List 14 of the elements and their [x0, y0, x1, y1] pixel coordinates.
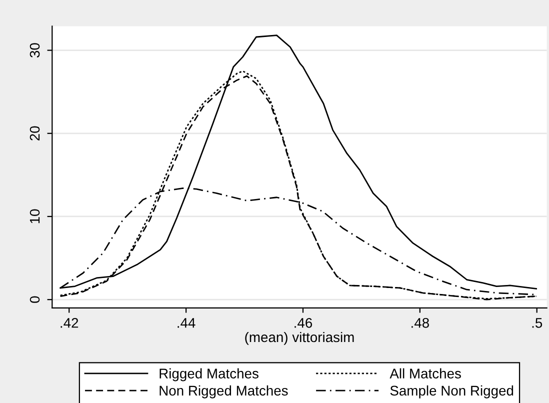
legend-label: All Matches [390, 368, 461, 378]
y-tick-label: 30 [30, 43, 40, 58]
x-tick-label: .42 [60, 318, 78, 328]
y-tick-label: 10 [30, 209, 40, 224]
y-tick-label: 0 [30, 296, 40, 303]
legend-label: Non Rigged Matches [160, 385, 288, 398]
x-tick-label: .48 [412, 318, 429, 328]
legend-label: Sample Non Rigged [390, 385, 514, 398]
x-tick-label: .5 [532, 318, 542, 328]
legend-label: Rigged Matches [160, 368, 258, 382]
x-tick-label: .44 [178, 318, 196, 328]
x-tick-label: .46 [294, 318, 312, 328]
x-axis-title: (mean) vittoriasim [245, 332, 354, 345]
y-tick-label: 20 [30, 126, 40, 140]
